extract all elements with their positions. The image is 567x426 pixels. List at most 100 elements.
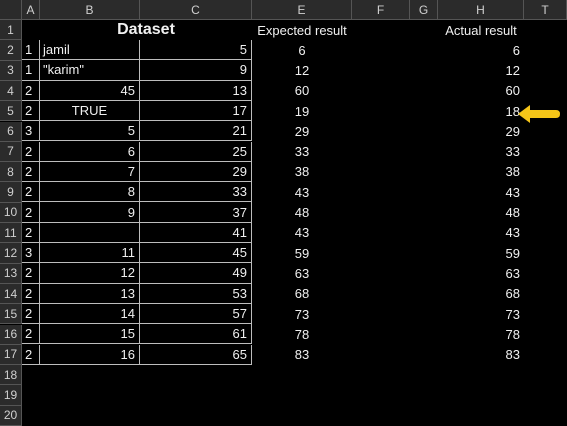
cell-a[interactable]: 2: [22, 222, 40, 243]
column-header-g[interactable]: G: [410, 0, 438, 20]
cell-expected[interactable]: 63: [294, 265, 310, 281]
cell-expected[interactable]: 43: [294, 184, 310, 200]
cell-expected[interactable]: 68: [294, 286, 310, 302]
cell-expected[interactable]: 19: [294, 103, 310, 119]
cell-a[interactable]: 2: [22, 182, 40, 203]
cell-a[interactable]: 2: [22, 202, 40, 223]
cell-expected[interactable]: 38: [294, 164, 310, 180]
cell-expected[interactable]: 29: [294, 123, 310, 139]
cell-a[interactable]: 2: [22, 324, 40, 345]
cell-actual[interactable]: 33: [505, 144, 520, 160]
cell-b[interactable]: [40, 222, 140, 243]
cell-actual[interactable]: 59: [505, 245, 520, 261]
cell-expected[interactable]: 48: [294, 205, 310, 221]
cell-actual[interactable]: 68: [505, 286, 520, 302]
cell-a[interactable]: 3: [22, 243, 40, 264]
row-header-12[interactable]: 12: [0, 243, 22, 264]
cell-c[interactable]: 9: [140, 60, 252, 81]
cell-actual[interactable]: 60: [505, 83, 520, 99]
cell-b[interactable]: 8: [40, 182, 140, 203]
cell-a[interactable]: 2: [22, 80, 40, 101]
row-header-14[interactable]: 14: [0, 283, 22, 305]
cell-actual[interactable]: 43: [505, 184, 520, 200]
row-header-18[interactable]: 18: [0, 365, 22, 386]
cell-actual[interactable]: 18: [505, 103, 520, 119]
cell-actual[interactable]: 29: [505, 123, 520, 139]
column-header-a[interactable]: A: [22, 0, 40, 20]
column-header-c[interactable]: C: [140, 0, 252, 20]
cell-c[interactable]: 65: [140, 344, 252, 365]
cell-b[interactable]: 12: [40, 263, 140, 284]
cell-c[interactable]: 13: [140, 80, 252, 101]
cell-actual[interactable]: 63: [505, 265, 520, 281]
cell-b[interactable]: 15: [40, 324, 140, 345]
cell-actual[interactable]: 43: [505, 225, 520, 241]
column-header-h[interactable]: H: [438, 0, 524, 20]
row-header-16[interactable]: 16: [0, 324, 22, 345]
row-header-1[interactable]: 1: [0, 20, 22, 41]
cell-a[interactable]: 2: [22, 161, 40, 183]
column-header-f[interactable]: F: [352, 0, 410, 20]
cell-b[interactable]: 7: [40, 161, 140, 183]
cell-a[interactable]: 2: [22, 344, 40, 365]
cell-a[interactable]: 2: [22, 303, 40, 325]
row-header-7[interactable]: 7: [0, 141, 22, 163]
cell-c[interactable]: 33: [140, 182, 252, 203]
cell-expected[interactable]: 6: [298, 42, 306, 58]
row-header-15[interactable]: 15: [0, 304, 22, 325]
row-header-9[interactable]: 9: [0, 182, 22, 203]
cell-actual[interactable]: 38: [505, 164, 520, 180]
cell-expected[interactable]: 43: [294, 225, 310, 241]
cell-b[interactable]: 9: [40, 202, 140, 223]
cell-actual[interactable]: 73: [505, 306, 520, 322]
cell-c[interactable]: 61: [140, 324, 252, 345]
row-header-17[interactable]: 17: [0, 344, 22, 366]
row-header-3[interactable]: 3: [0, 60, 22, 81]
cell-c[interactable]: 29: [140, 161, 252, 183]
dataset-title[interactable]: Dataset: [117, 21, 175, 38]
cell-expected[interactable]: 60: [294, 83, 310, 99]
cell-a[interactable]: 2: [22, 141, 40, 162]
select-all-corner[interactable]: [0, 0, 22, 20]
cell-actual[interactable]: 48: [505, 205, 520, 221]
cell-c[interactable]: 25: [140, 141, 252, 162]
cell-c[interactable]: 41: [140, 222, 252, 243]
cell-b[interactable]: 6: [40, 141, 140, 162]
cell-a[interactable]: 2: [22, 100, 40, 122]
cell-b[interactable]: 16: [40, 344, 140, 365]
row-header-11[interactable]: 11: [0, 223, 22, 244]
cell-a[interactable]: 3: [22, 121, 40, 142]
cell-a[interactable]: 2: [22, 283, 40, 304]
cell-actual[interactable]: 78: [505, 326, 520, 342]
column-header-t[interactable]: T: [524, 0, 567, 20]
cell-c[interactable]: 5: [140, 40, 252, 61]
cell-b[interactable]: 45: [40, 80, 140, 101]
cell-a[interactable]: 2: [22, 263, 40, 284]
cell-b[interactable]: 11: [40, 243, 140, 264]
cell-expected[interactable]: 78: [294, 326, 310, 342]
column-header-b[interactable]: B: [40, 0, 140, 20]
cell-actual[interactable]: 83: [505, 347, 520, 363]
row-header-20[interactable]: 20: [0, 405, 22, 426]
row-header-13[interactable]: 13: [0, 263, 22, 284]
row-header-10[interactable]: 10: [0, 202, 22, 223]
cell-b[interactable]: 5: [40, 121, 140, 142]
cell-b[interactable]: "karim": [40, 60, 140, 81]
actual-result-header[interactable]: Actual result: [445, 22, 517, 38]
cell-c[interactable]: 21: [140, 121, 252, 142]
row-header-19[interactable]: 19: [0, 385, 22, 406]
cell-c[interactable]: 53: [140, 283, 252, 304]
cell-c[interactable]: 17: [140, 100, 252, 122]
cell-expected[interactable]: 59: [294, 245, 310, 261]
cell-actual[interactable]: 6: [512, 42, 520, 58]
row-header-8[interactable]: 8: [0, 162, 22, 183]
row-header-4[interactable]: 4: [0, 80, 22, 102]
cell-b[interactable]: TRUE: [40, 100, 140, 122]
row-header-2[interactable]: 2: [0, 40, 22, 61]
cell-expected[interactable]: 73: [294, 306, 310, 322]
cell-actual[interactable]: 12: [505, 62, 520, 78]
cell-b[interactable]: 14: [40, 303, 140, 325]
cell-c[interactable]: 37: [140, 202, 252, 223]
cell-b[interactable]: jamil: [40, 40, 140, 61]
cell-c[interactable]: 45: [140, 243, 252, 264]
